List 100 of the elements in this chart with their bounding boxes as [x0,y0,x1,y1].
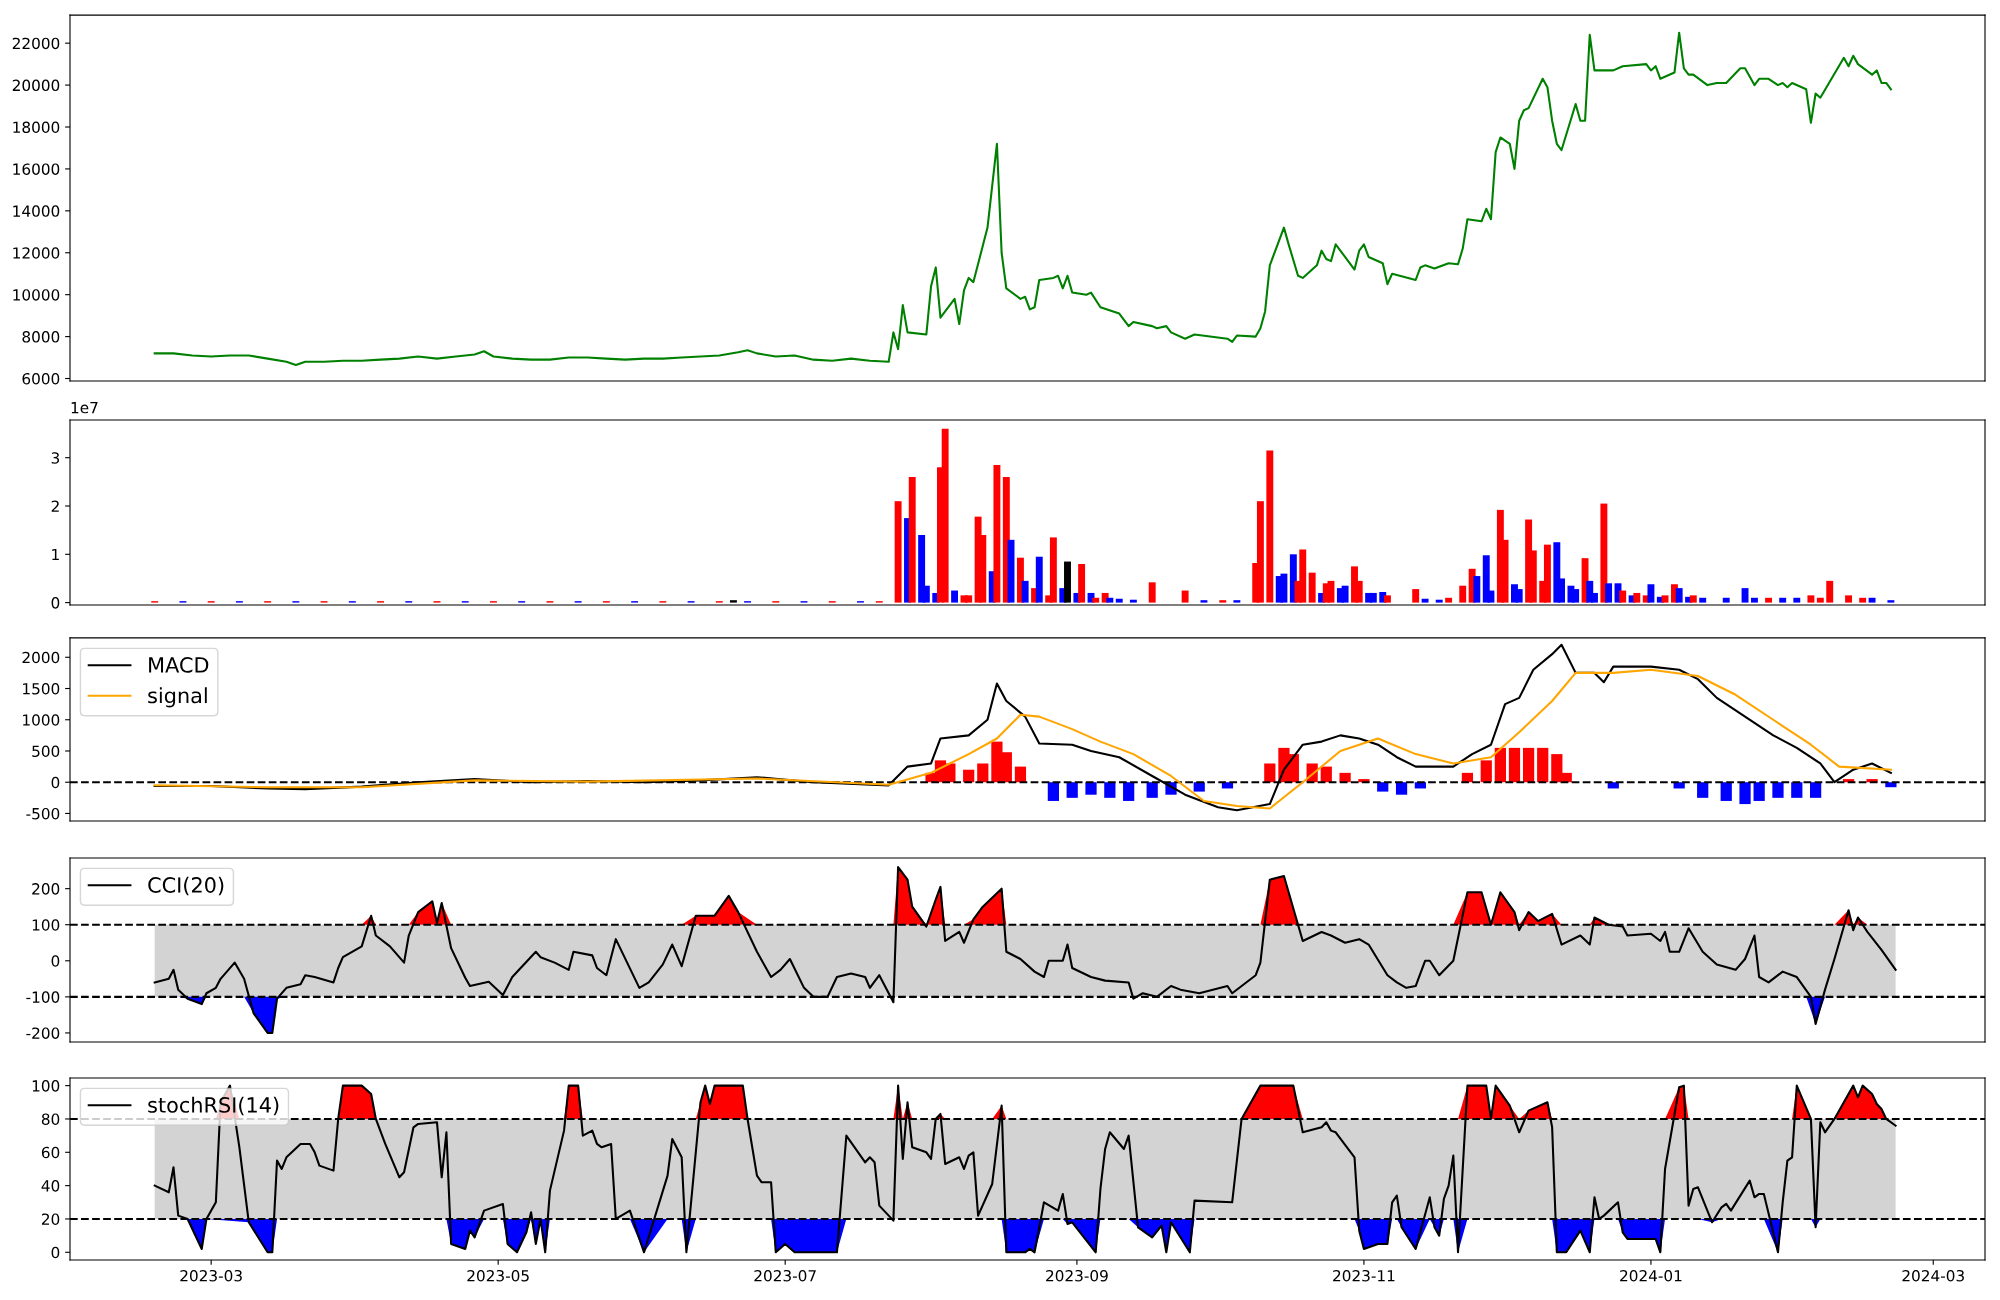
bar [1675,588,1683,603]
bar [1200,600,1208,603]
y-tick-label: 20000 [12,79,60,92]
y-tick-label: 0 [51,597,60,609]
bar [1887,600,1895,603]
y-tick-label: 500 [32,745,60,757]
y-tick-label: 14000 [13,205,60,217]
bar [1699,597,1707,603]
bar [1233,600,1241,603]
y-tick-label: 10000 [13,289,60,301]
bar [1720,782,1732,801]
bar [1739,782,1751,805]
bar [1219,600,1227,603]
y-tick-label: 2 [51,500,59,512]
y-tick-label: 1 [52,548,59,561]
y-tick-label: 100 [32,919,60,931]
y-tick-label: 16000 [13,163,60,175]
y-tick-label: 60 [41,1146,60,1159]
bar [1753,782,1765,801]
bar [1047,782,1059,801]
bar [1383,595,1391,603]
y-tick-label: 100 [32,1080,60,1092]
bar [1868,597,1876,603]
bar [1537,747,1549,783]
bar [1859,597,1867,603]
bar [1264,763,1276,783]
x-tick-label: 2024-01 [1620,1269,1682,1282]
y-tick-label: 20 [41,1213,60,1225]
y-tick-label: 1000 [23,714,60,726]
bar [1772,782,1784,798]
legend-label: MACD [149,657,209,673]
y-tick-label: -500 [26,807,60,820]
y-tick-label: 2000 [22,651,60,664]
bar [1412,589,1420,603]
bar [1445,597,1453,603]
bar [1341,585,1349,603]
bar [1085,782,1097,795]
bar [1308,572,1316,603]
legend-label: stochRSI(14) [148,1096,279,1116]
y-tick-label: 0 [51,1246,60,1259]
bar [977,763,989,783]
bar [1689,595,1697,603]
bar [1522,747,1535,783]
bar [1480,760,1492,783]
y-tick-label: 1500 [23,682,60,695]
bar [951,590,959,603]
bar [1807,595,1815,603]
bar [1722,597,1730,603]
bar [1765,597,1773,603]
y-tick-label: 8000 [22,331,60,343]
bar [1494,747,1506,783]
bar [1014,766,1027,783]
bar [1605,583,1613,603]
bar [1193,782,1205,792]
y-tick-label: 18000 [13,121,60,134]
bar [1280,573,1288,603]
bar [1435,599,1443,603]
bar [1826,580,1834,603]
bar [1619,590,1627,603]
bar [1421,598,1429,603]
bar [1473,576,1481,603]
bar [1459,585,1467,603]
bar [1320,766,1332,783]
x-tick-label: 2024-03 [1902,1269,1964,1282]
bar [1377,782,1389,792]
y-tick-label: 22000 [12,37,60,50]
bar [1810,782,1822,798]
bar [1508,747,1521,783]
y-tick-label: 3 [51,452,60,464]
bar [1266,450,1274,603]
bar [1115,598,1123,603]
bar [965,595,973,603]
y-tick-label: 80 [41,1113,60,1125]
x-tick-label: 2023-07 [754,1269,816,1282]
bar [1123,782,1135,801]
bar [1066,782,1078,798]
bar [1129,599,1137,603]
bar [1816,597,1824,603]
bar [1697,782,1709,798]
bar [1779,597,1787,603]
bar [1181,590,1189,603]
bar [1845,595,1853,603]
x-tick-label: 2023-11 [1333,1269,1395,1282]
bar [1750,597,1758,603]
bar [1339,772,1351,783]
text: 1e7 [71,402,98,414]
bar [1793,597,1801,603]
legend-label: signal [148,687,207,708]
bar [1035,556,1043,603]
y-tick-label: 200 [32,883,60,895]
bar [1741,588,1749,603]
y-tick-label: 12000 [13,247,60,259]
bar [1092,597,1100,603]
bar [894,501,902,603]
bar [1106,597,1114,603]
x-tick-label: 2023-05 [467,1269,529,1282]
y-tick-label: 0 [51,955,60,967]
y-tick-label: 40 [41,1180,60,1192]
bar [1395,782,1408,795]
bar [1148,582,1156,603]
